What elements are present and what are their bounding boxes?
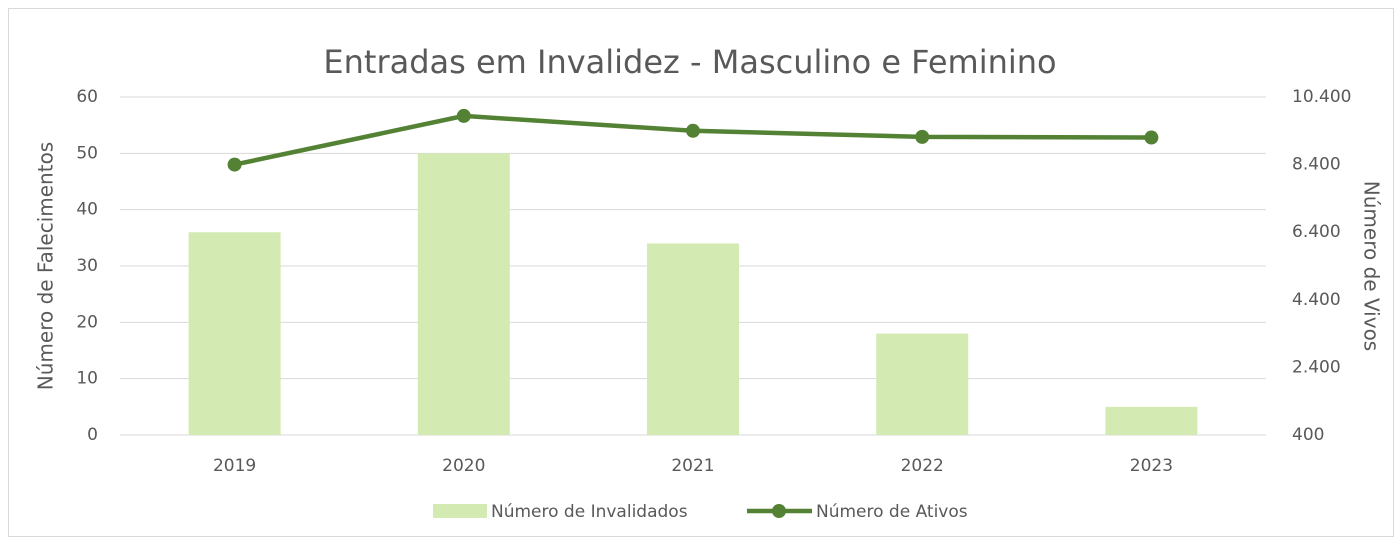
line-marker xyxy=(686,123,700,138)
bar xyxy=(876,333,969,435)
x-tick-label: 2021 xyxy=(671,456,714,476)
bar xyxy=(417,153,510,436)
y-tick-label: 50 xyxy=(76,143,98,163)
y-tick-label: 10 xyxy=(76,369,98,389)
line-marker xyxy=(915,129,930,144)
y2-tick-label: 10.400 xyxy=(1292,87,1351,107)
y2-tick-label: 6.400 xyxy=(1292,222,1341,242)
y-tick-label: 0 xyxy=(87,425,98,445)
x-tick-label: 2023 xyxy=(1130,456,1173,476)
legend-label: Número de Invalidados xyxy=(491,502,688,522)
line-marker xyxy=(456,108,471,123)
bar xyxy=(1105,406,1198,435)
y2-tick-label: 8.400 xyxy=(1292,155,1341,175)
legend-label: Número de Ativos xyxy=(816,502,968,522)
y2-tick-label: 4.400 xyxy=(1292,290,1341,310)
y-tick-label: 20 xyxy=(76,312,98,332)
y2-tick-label: 400 xyxy=(1292,425,1324,445)
y-tick-label: 40 xyxy=(76,200,98,220)
y-axis-label: Número de Falecimentos xyxy=(34,142,58,390)
legend-swatch xyxy=(433,504,487,518)
y2-tick-label: 2.400 xyxy=(1292,357,1341,377)
x-tick-label: 2022 xyxy=(901,456,944,476)
chart-title: Entradas em Invalidez - Masculino e Femi… xyxy=(323,43,1056,81)
legend-marker xyxy=(772,504,786,518)
y-tick-label: 30 xyxy=(76,256,98,276)
bar xyxy=(647,243,739,435)
line-marker xyxy=(1144,130,1159,145)
line-marker xyxy=(227,157,242,172)
bar xyxy=(188,232,281,435)
x-tick-label: 2020 xyxy=(442,456,485,476)
y-tick-label: 60 xyxy=(76,87,98,107)
x-tick-label: 2019 xyxy=(213,456,256,476)
y2-axis-label: Número de Vivos xyxy=(1360,181,1384,351)
